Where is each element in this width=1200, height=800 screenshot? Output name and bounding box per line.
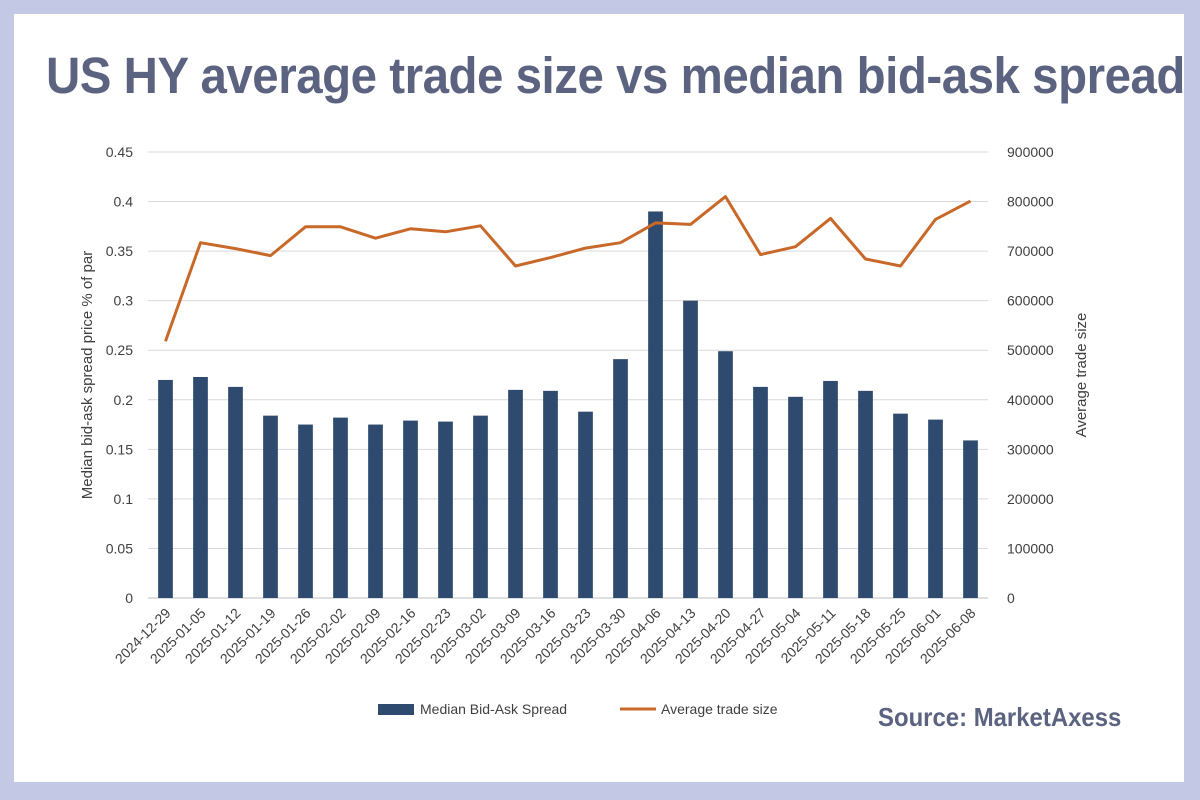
y-right-tick-label: 100000 xyxy=(1007,540,1054,556)
bar xyxy=(718,351,733,598)
bar xyxy=(543,390,558,598)
y-right-tick-label: 300000 xyxy=(1007,441,1054,457)
y-right-tick-label: 800000 xyxy=(1007,194,1054,210)
y-right-tick-label: 700000 xyxy=(1007,243,1054,259)
bar xyxy=(193,376,208,598)
bar xyxy=(403,420,418,598)
y-left-tick-label: 0.35 xyxy=(106,243,133,259)
chart-card xyxy=(14,14,1184,782)
bar xyxy=(578,411,593,598)
bar xyxy=(683,300,698,598)
series-line-average-trade-size xyxy=(164,195,972,342)
bar xyxy=(963,440,978,598)
bar xyxy=(368,424,383,598)
bar xyxy=(228,386,243,598)
y-left-tick-label: 0.05 xyxy=(106,540,133,556)
y-left-tick-label: 0 xyxy=(125,590,133,606)
y-left-tick-label: 0.2 xyxy=(114,392,134,408)
bar xyxy=(893,413,908,598)
y-left-tick-label: 0.4 xyxy=(114,194,134,210)
source-note: Source: MarketAxess xyxy=(878,702,1122,732)
y-right-tick-label: 900000 xyxy=(1007,144,1054,160)
y-left-tick-label: 0.1 xyxy=(114,491,134,507)
bar xyxy=(648,211,663,598)
bar xyxy=(333,417,348,598)
y-right-axis-title: Average trade size xyxy=(1073,313,1090,438)
bar xyxy=(473,415,488,598)
y-right-tick-label: 0 xyxy=(1007,590,1015,606)
bar xyxy=(823,380,838,598)
legend-label: Average trade size xyxy=(661,701,778,717)
chart-title: US HY average trade size vs median bid-a… xyxy=(46,47,1185,104)
bar xyxy=(263,415,278,598)
bar xyxy=(788,396,803,598)
legend-label: Median Bid-Ask Spread xyxy=(420,701,567,717)
bar xyxy=(438,421,453,598)
legend-swatch-bar xyxy=(378,704,414,715)
bar xyxy=(298,424,313,598)
bar xyxy=(928,419,943,598)
bar xyxy=(508,389,523,598)
bar xyxy=(158,379,173,598)
y-right-tick-label: 200000 xyxy=(1007,491,1054,507)
y-left-axis-title: Median bid-ask spread price % of par xyxy=(79,251,96,499)
bar xyxy=(613,359,628,598)
y-right-tick-label: 500000 xyxy=(1007,342,1054,358)
bar xyxy=(858,390,873,598)
y-left-tick-label: 0.3 xyxy=(114,293,134,309)
bar xyxy=(753,386,768,598)
y-right-tick-label: 400000 xyxy=(1007,392,1054,408)
y-left-tick-label: 0.25 xyxy=(106,342,133,358)
y-right-tick-label: 600000 xyxy=(1007,293,1054,309)
y-left-tick-label: 0.45 xyxy=(106,144,133,160)
y-left-tick-label: 0.15 xyxy=(106,441,133,457)
